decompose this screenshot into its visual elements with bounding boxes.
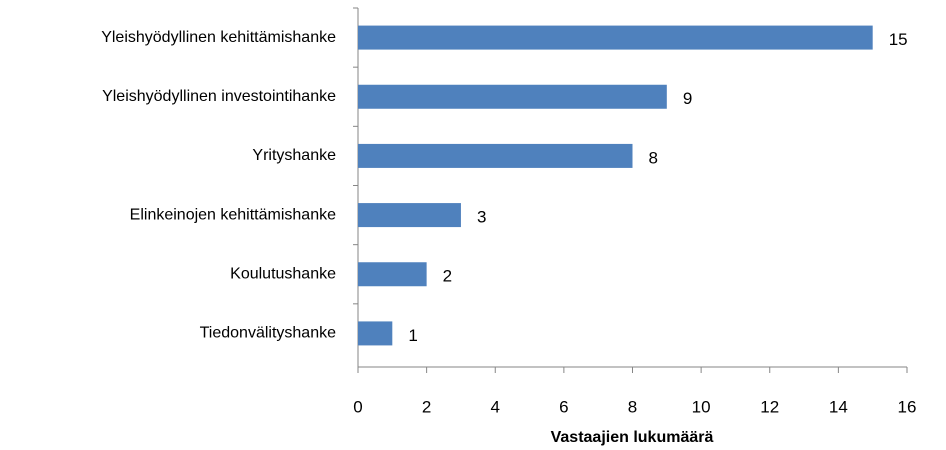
- x-axis-title: Vastaajien lukumäärä: [551, 429, 714, 446]
- bar: [358, 321, 393, 346]
- x-tick-label: 6: [559, 397, 568, 416]
- data-label: 15: [889, 30, 908, 49]
- bar: [358, 25, 873, 50]
- bar: [358, 84, 667, 109]
- y-tick-label: Yleishyödyllinen kehittämishanke: [101, 29, 336, 46]
- y-tick-label: Tiedonvälityshanke: [200, 325, 336, 342]
- bar: [358, 203, 461, 228]
- data-label: 2: [443, 267, 452, 286]
- data-label: 1: [408, 326, 417, 345]
- data-label: 3: [477, 208, 486, 227]
- x-tick-label: 4: [491, 397, 500, 416]
- x-tick-label: 14: [829, 397, 848, 416]
- y-tick-label: Yleishyödyllinen investointihanke: [102, 88, 336, 105]
- bar: [358, 143, 633, 168]
- data-label: 8: [649, 148, 658, 167]
- y-tick-label: Koulutushanke: [230, 265, 336, 282]
- y-tick-label: Yrityshanke: [252, 147, 336, 164]
- x-tick-label: 8: [628, 397, 637, 416]
- x-tick-label: 12: [760, 397, 779, 416]
- x-tick-label: 16: [898, 397, 917, 416]
- x-tick-label: 0: [353, 397, 362, 416]
- x-tick-label: 10: [692, 397, 711, 416]
- y-tick-label: Elinkeinojen kehittämishanke: [130, 206, 336, 223]
- x-tick-label: 2: [422, 397, 431, 416]
- bar: [358, 262, 427, 287]
- data-label: 9: [683, 89, 692, 108]
